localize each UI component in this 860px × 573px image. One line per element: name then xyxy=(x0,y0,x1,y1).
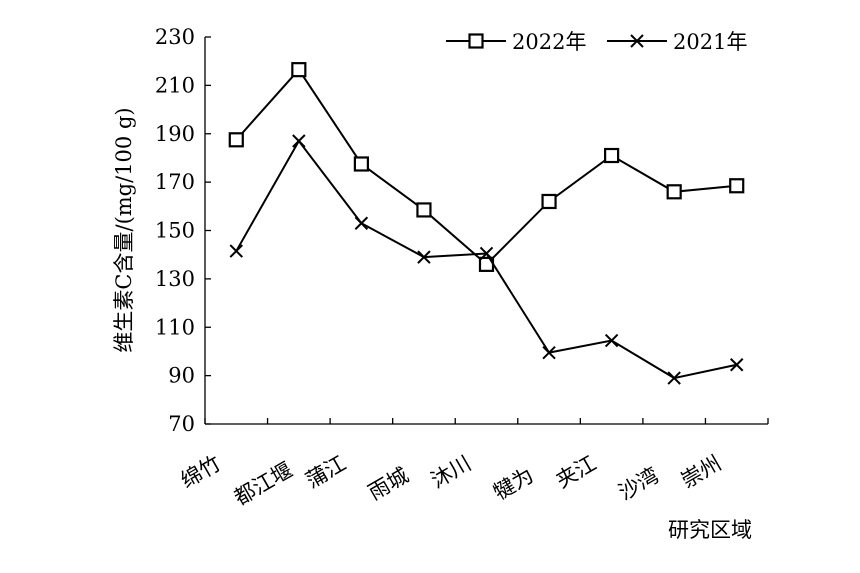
x-tick-label: 沙湾 xyxy=(614,463,662,505)
series-group xyxy=(228,62,745,385)
series-2022-point xyxy=(353,156,369,172)
legend-item-2021-marker xyxy=(630,34,644,48)
series-2022-line xyxy=(235,68,737,266)
series-2022-point xyxy=(228,132,244,148)
series-2021-point xyxy=(417,250,431,264)
y-tick-label: 70 xyxy=(168,412,195,436)
x-axis-title: 研究区域 xyxy=(668,518,752,542)
y-tick-label: 90 xyxy=(168,364,195,388)
x-tick-label: 都江堰 xyxy=(230,458,297,510)
y-tick-label: 130 xyxy=(155,267,195,291)
series-2021-point xyxy=(730,358,744,372)
x-tick-label: 雨城 xyxy=(364,463,412,505)
y-tick-label: 170 xyxy=(155,170,195,194)
series-2021-point xyxy=(479,246,494,261)
legend: 2022年 2021年 xyxy=(446,30,747,54)
x-tick-label: 蒲江 xyxy=(302,451,350,493)
x-tick-label: 犍为 xyxy=(489,463,537,505)
series-2022-point xyxy=(541,193,557,210)
series-2021-point xyxy=(354,216,369,230)
y-tick-label: 150 xyxy=(155,219,195,243)
series-2022-point xyxy=(729,178,745,194)
series-2021-point xyxy=(229,244,243,258)
x-tick-label: 夹江 xyxy=(552,451,600,493)
y-tick-label: 110 xyxy=(155,315,195,339)
axes: 70 90 110 130 150 170 190 210 230 绵竹 都江堰 蒲江 雨城 沐川 犍为 夹江… xyxy=(155,25,769,510)
y-tick-label: 190 xyxy=(155,122,195,146)
y-tick-label: 210 xyxy=(155,73,195,97)
series-2022-point xyxy=(416,202,432,218)
y-axis-title: 维生素C含量/(mg/100 g) xyxy=(112,107,136,352)
x-tick-label: 绵竹 xyxy=(177,451,225,493)
x-tick-label: 崇州 xyxy=(677,451,725,493)
series-2021-point xyxy=(604,333,619,348)
series-2021-point xyxy=(667,371,681,385)
series-2022-point xyxy=(666,184,682,200)
series-2022-point xyxy=(291,62,307,78)
series-2022-point xyxy=(604,147,620,164)
x-tick-label: 沐川 xyxy=(427,451,475,493)
series-2021-point xyxy=(542,345,556,360)
legend-item-2021-label: 2021年 xyxy=(673,30,747,54)
legend-item-2022-marker xyxy=(468,33,484,49)
y-tick-label: 230 xyxy=(155,25,195,49)
series-2021-point xyxy=(292,134,306,148)
legend-item-2022-label: 2022年 xyxy=(512,30,586,54)
